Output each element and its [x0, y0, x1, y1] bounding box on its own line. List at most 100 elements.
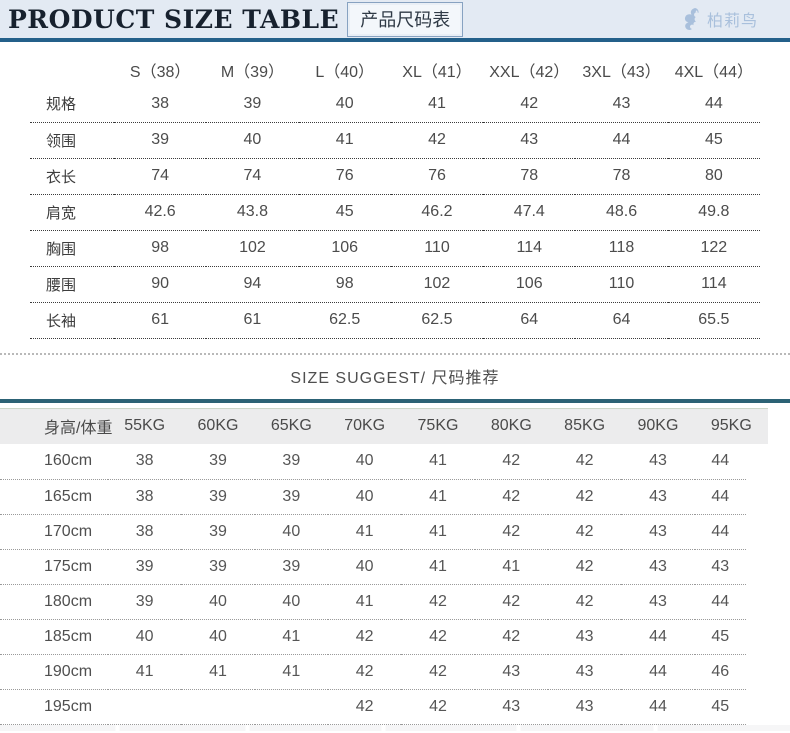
size-value-cell: 44 — [667, 86, 760, 123]
size-value-cell: 118 — [575, 230, 668, 267]
suggest-size-cell: 40 — [254, 514, 328, 550]
brand-logo: 柏莉鸟 — [681, 6, 758, 32]
suggest-table-row: 175cm 39 39 39 40 41 41 42 43 43 — [0, 549, 768, 585]
suggest-size-cell: 39 — [254, 444, 328, 480]
suggest-size-cell: 42 — [401, 654, 475, 690]
suggest-size-cell: 44 — [694, 584, 768, 620]
size-value-cell: 62.5 — [390, 302, 484, 339]
suggest-section-heading: SIZE SUGGEST/ 尺码推荐 — [290, 369, 500, 387]
suggest-size-cell: 40 — [327, 444, 402, 480]
suggest-size-cell: 42 — [547, 444, 622, 480]
size-column-header: L（40） — [315, 64, 375, 81]
weight-column-header: 95KG — [694, 407, 768, 444]
size-value-cell: 45 — [298, 194, 391, 231]
size-value-cell: 110 — [575, 266, 668, 303]
measurement-label: 长袖 — [30, 302, 114, 339]
weight-column-header: 75KG — [401, 407, 475, 444]
size-value-cell: 80 — [667, 158, 760, 195]
suggest-table-row: 165cm 38 39 39 40 41 42 42 43 44 — [0, 479, 768, 515]
suggest-size-cell: 41 — [401, 514, 475, 550]
suggest-size-cell: 41 — [401, 444, 475, 480]
suggest-size-cell: 41 — [474, 549, 548, 585]
size-column-header: XXL（42） — [489, 64, 570, 81]
size-table-row: 长袖 61 61 62.5 62.5 64 64 65.5 — [30, 302, 760, 339]
suggest-size-cell: 42 — [327, 654, 402, 690]
suggest-size-cell: 43 — [621, 479, 695, 515]
suggest-size-cell: 41 — [401, 549, 475, 585]
suggest-size-cell: 41 — [181, 654, 255, 690]
weight-column-header: 70KG — [327, 407, 402, 444]
suggest-size-cell: 44 — [694, 444, 768, 480]
size-value-cell: 122 — [667, 230, 760, 267]
suggest-size-cell: 41 — [108, 654, 182, 690]
size-value-cell: 42 — [390, 122, 484, 159]
section-divider-dotted-line — [0, 352, 790, 355]
suggest-size-cell — [254, 689, 328, 725]
size-value-cell: 42.6 — [114, 194, 207, 231]
height-label: 180cm — [0, 584, 108, 620]
size-table-row: 衣长 74 74 76 76 78 78 80 — [30, 158, 760, 195]
size-value-cell: 40 — [206, 122, 299, 159]
size-value-cell: 106 — [483, 266, 576, 303]
size-value-cell: 106 — [298, 230, 391, 267]
suggest-size-cell: 43 — [547, 619, 622, 655]
measurement-label: 领围 — [30, 122, 114, 159]
suggest-size-cell: 40 — [254, 584, 328, 620]
size-value-cell: 49.8 — [667, 194, 760, 231]
suggest-size-cell: 43 — [547, 654, 622, 690]
suggest-size-cell: 46 — [694, 654, 768, 690]
size-table-corner-cell — [30, 54, 114, 86]
suggest-size-cell: 42 — [474, 444, 548, 480]
size-value-cell: 42 — [483, 86, 576, 123]
size-column-header: 3XL（43） — [582, 64, 661, 81]
measurement-label: 规格 — [30, 86, 114, 123]
suggest-size-cell: 40 — [327, 549, 402, 585]
size-table-row: 领围 39 40 41 42 43 44 45 — [30, 122, 760, 159]
size-value-cell: 62.5 — [298, 302, 391, 339]
suggest-table-header-row: 身高/体重 55KG 60KG 65KG 70KG 75KG 80KG 85KG 90KG 95… — [0, 407, 768, 444]
suggest-table-row: 180cm 39 40 40 41 42 42 42 43 44 — [0, 584, 768, 620]
size-value-cell: 102 — [390, 266, 484, 303]
size-value-cell: 110 — [390, 230, 484, 267]
weight-column-header: 60KG — [181, 407, 255, 444]
suggest-size-cell: 39 — [181, 444, 255, 480]
size-table-body: 规格 38 39 40 41 42 43 44 领围 39 40 41 42 43 44 45 衣长 74 74 76… — [30, 86, 760, 339]
suggest-size-cell: 45 — [694, 689, 768, 725]
suggest-table-row: 185cm 40 40 41 42 42 42 43 44 45 — [0, 619, 768, 655]
suggest-table-row: 195cm 42 42 43 43 44 45 — [0, 689, 768, 725]
suggest-size-cell: 40 — [108, 619, 182, 655]
size-value-cell: 74 — [206, 158, 299, 195]
height-label: 175cm — [0, 549, 108, 585]
suggest-size-cell — [181, 689, 255, 725]
suggest-accent-line — [0, 398, 790, 403]
suggest-size-cell: 38 — [108, 479, 182, 515]
suggest-size-cell: 42 — [401, 584, 475, 620]
suggest-size-cell: 42 — [474, 584, 548, 620]
suggest-size-cell: 43 — [694, 549, 768, 585]
page-title: PRODUCT SIZE TABLE — [8, 4, 340, 34]
size-value-cell: 94 — [206, 266, 299, 303]
suggest-size-cell: 40 — [327, 479, 402, 515]
weight-column-header: 90KG — [621, 407, 695, 444]
suggest-size-cell: 42 — [401, 689, 475, 725]
size-value-cell: 76 — [390, 158, 484, 195]
height-label: 190cm — [0, 654, 108, 690]
size-value-cell: 98 — [298, 266, 391, 303]
size-value-cell: 43.8 — [206, 194, 299, 231]
size-value-cell: 46.2 — [390, 194, 484, 231]
weight-column-header: 65KG — [254, 407, 328, 444]
suggest-size-cell: 45 — [694, 619, 768, 655]
size-value-cell: 76 — [298, 158, 391, 195]
weight-column-header: 80KG — [474, 407, 548, 444]
product-size-table: S（38） M（39） L（40） XL（41） XXL（42） 3XL（43） 4XL（4… — [30, 54, 760, 339]
suggest-size-cell: 42 — [401, 619, 475, 655]
size-value-cell: 47.4 — [483, 194, 576, 231]
suggest-size-cell: 43 — [621, 444, 695, 480]
size-value-cell: 39 — [114, 122, 207, 159]
suggest-size-cell: 41 — [254, 619, 328, 655]
size-value-cell: 41 — [298, 122, 391, 159]
suggest-size-cell: 43 — [474, 689, 548, 725]
suggest-size-cell: 39 — [181, 514, 255, 550]
brand-name: 柏莉鸟 — [706, 13, 758, 30]
suggest-size-cell: 38 — [108, 514, 182, 550]
